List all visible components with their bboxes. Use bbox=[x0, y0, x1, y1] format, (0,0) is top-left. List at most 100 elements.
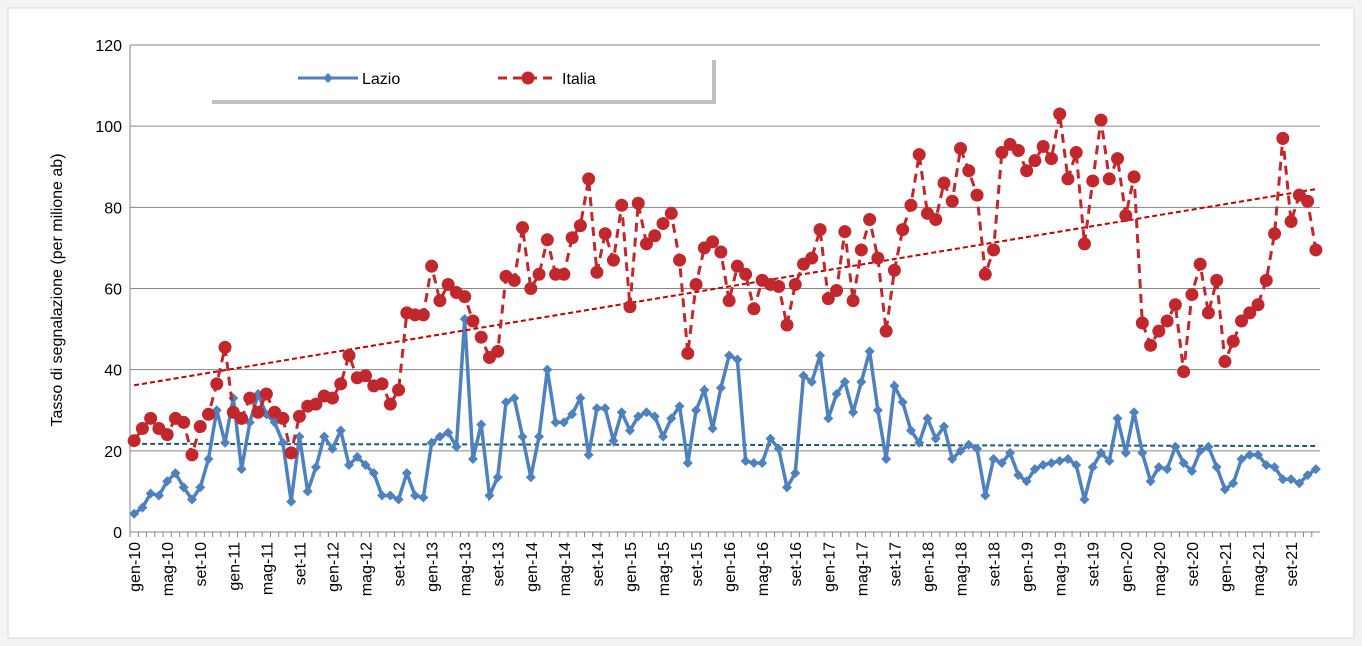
point bbox=[863, 213, 877, 227]
point bbox=[649, 411, 660, 422]
point bbox=[1294, 478, 1305, 489]
point bbox=[823, 413, 834, 424]
point bbox=[532, 267, 546, 281]
x-tick-label: set-14 bbox=[590, 542, 607, 587]
point bbox=[1259, 273, 1273, 287]
y-tick-label: 100 bbox=[95, 119, 122, 136]
point bbox=[970, 188, 984, 202]
point bbox=[896, 223, 910, 237]
point bbox=[1011, 144, 1025, 158]
legend bbox=[208, 56, 712, 100]
point bbox=[243, 391, 257, 405]
point bbox=[426, 437, 437, 448]
point bbox=[1162, 464, 1173, 475]
point bbox=[813, 223, 827, 237]
point bbox=[1053, 107, 1067, 121]
point bbox=[203, 453, 214, 464]
point bbox=[302, 486, 313, 497]
point bbox=[476, 419, 487, 430]
point bbox=[600, 403, 611, 414]
y-axis-label: Tasso di segnalazione (per milione ab) bbox=[49, 153, 66, 426]
point bbox=[1309, 243, 1323, 257]
point bbox=[978, 267, 992, 281]
point bbox=[856, 376, 867, 387]
point bbox=[385, 490, 396, 501]
point bbox=[1170, 441, 1181, 452]
point bbox=[292, 409, 306, 423]
point bbox=[740, 455, 751, 466]
x-tick-label: mag-12 bbox=[359, 542, 376, 596]
point bbox=[325, 391, 339, 405]
point bbox=[722, 294, 736, 308]
point bbox=[972, 443, 983, 454]
x-tick-label: mag-13 bbox=[458, 542, 475, 596]
point bbox=[929, 213, 943, 227]
point bbox=[963, 439, 974, 450]
point bbox=[377, 490, 388, 501]
legend-label: Lazio bbox=[362, 71, 400, 88]
point bbox=[1277, 474, 1288, 485]
point bbox=[930, 433, 941, 444]
point bbox=[1228, 478, 1239, 489]
x-tick-label: gen-21 bbox=[1218, 542, 1235, 592]
point bbox=[1301, 194, 1315, 208]
point bbox=[914, 437, 925, 448]
point bbox=[739, 267, 753, 281]
point bbox=[815, 350, 826, 361]
point bbox=[573, 219, 587, 233]
point bbox=[1243, 306, 1257, 320]
x-tick-label: set-15 bbox=[689, 542, 706, 587]
point bbox=[980, 490, 991, 501]
point bbox=[1086, 174, 1100, 188]
point bbox=[1177, 365, 1191, 379]
x-tick-label: mag-10 bbox=[160, 542, 177, 596]
point bbox=[534, 431, 545, 442]
point bbox=[186, 494, 197, 505]
point bbox=[1029, 464, 1040, 475]
point bbox=[879, 324, 893, 338]
point bbox=[220, 437, 231, 448]
point bbox=[319, 431, 330, 442]
point bbox=[988, 453, 999, 464]
point bbox=[135, 422, 149, 436]
point bbox=[1145, 476, 1156, 487]
point bbox=[1062, 453, 1073, 464]
point bbox=[433, 294, 447, 308]
point bbox=[567, 409, 578, 420]
x-tick-label: set-18 bbox=[987, 542, 1004, 587]
point bbox=[1203, 441, 1214, 452]
point bbox=[334, 377, 348, 391]
point bbox=[525, 472, 536, 483]
point bbox=[938, 421, 949, 432]
point bbox=[1094, 113, 1108, 127]
point bbox=[658, 431, 669, 442]
point bbox=[1302, 470, 1313, 481]
point bbox=[790, 468, 801, 479]
point bbox=[772, 279, 786, 293]
point bbox=[1036, 139, 1050, 153]
point bbox=[1061, 172, 1075, 186]
point bbox=[798, 370, 809, 381]
point bbox=[839, 376, 850, 387]
point bbox=[1201, 306, 1215, 320]
point bbox=[178, 482, 189, 493]
point bbox=[1168, 298, 1182, 312]
point bbox=[1244, 449, 1255, 460]
point bbox=[1276, 131, 1290, 145]
point bbox=[831, 389, 842, 400]
x-tick-label: gen-16 bbox=[722, 542, 739, 592]
x-tick-label: gen-10 bbox=[127, 542, 144, 592]
legend-marker bbox=[521, 71, 535, 85]
point bbox=[1219, 484, 1230, 495]
point bbox=[517, 431, 528, 442]
point bbox=[501, 397, 512, 408]
point bbox=[1069, 146, 1083, 160]
point bbox=[838, 225, 852, 239]
point bbox=[922, 413, 933, 424]
x-tick-label: mag-15 bbox=[656, 542, 673, 596]
point bbox=[441, 277, 455, 291]
x-tick-label: set-21 bbox=[1284, 542, 1301, 587]
point bbox=[416, 308, 430, 322]
point bbox=[1028, 154, 1042, 168]
x-tick-label: gen-13 bbox=[425, 542, 442, 592]
